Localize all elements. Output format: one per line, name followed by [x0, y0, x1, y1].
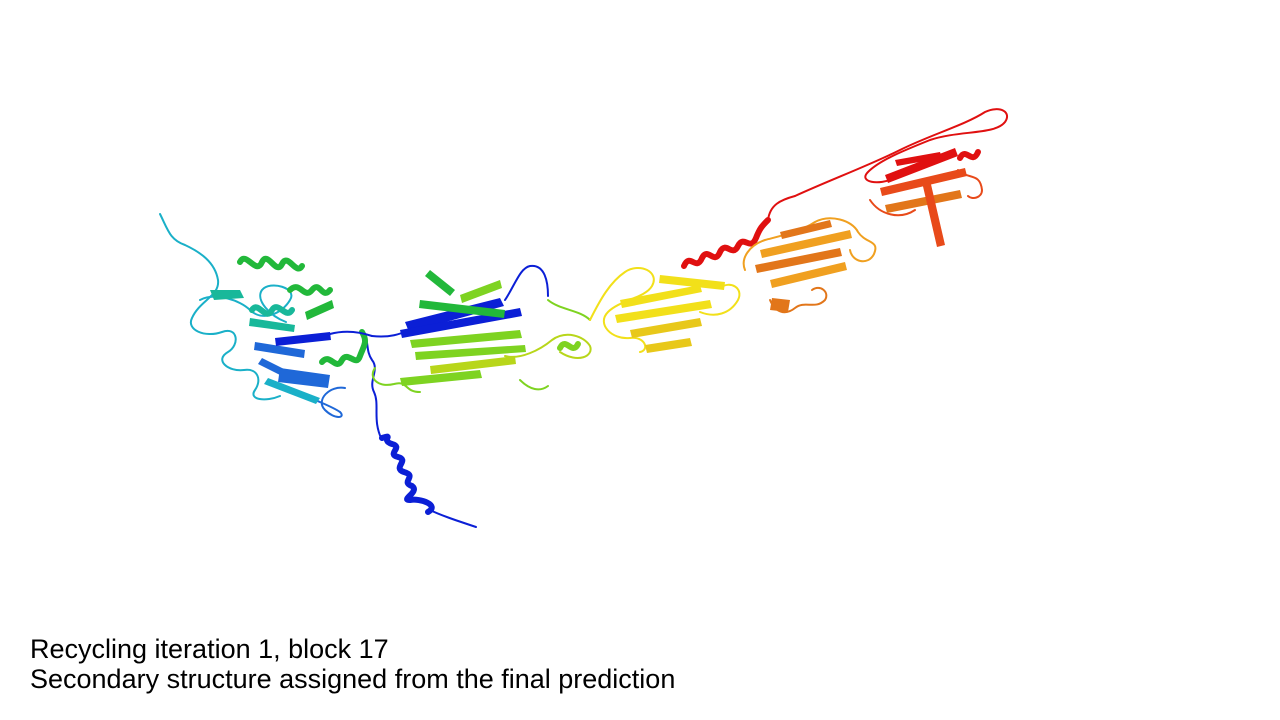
- caption-iteration: Recycling iteration 1, block 17: [30, 634, 389, 664]
- red-domain: [794, 108, 1008, 247]
- lime-beta-sandwich: [371, 264, 592, 393]
- red-helix: [681, 195, 796, 269]
- yellow-domain: [589, 267, 741, 353]
- caption-secondary-structure: Secondary structure assigned from the fi…: [30, 664, 676, 694]
- cyan-loop-region: [159, 213, 346, 418]
- orange-domain: [742, 217, 877, 314]
- green-helical-domain: [210, 255, 369, 367]
- n-terminal-helix: [361, 331, 477, 528]
- blue-sheet-left: [254, 330, 373, 404]
